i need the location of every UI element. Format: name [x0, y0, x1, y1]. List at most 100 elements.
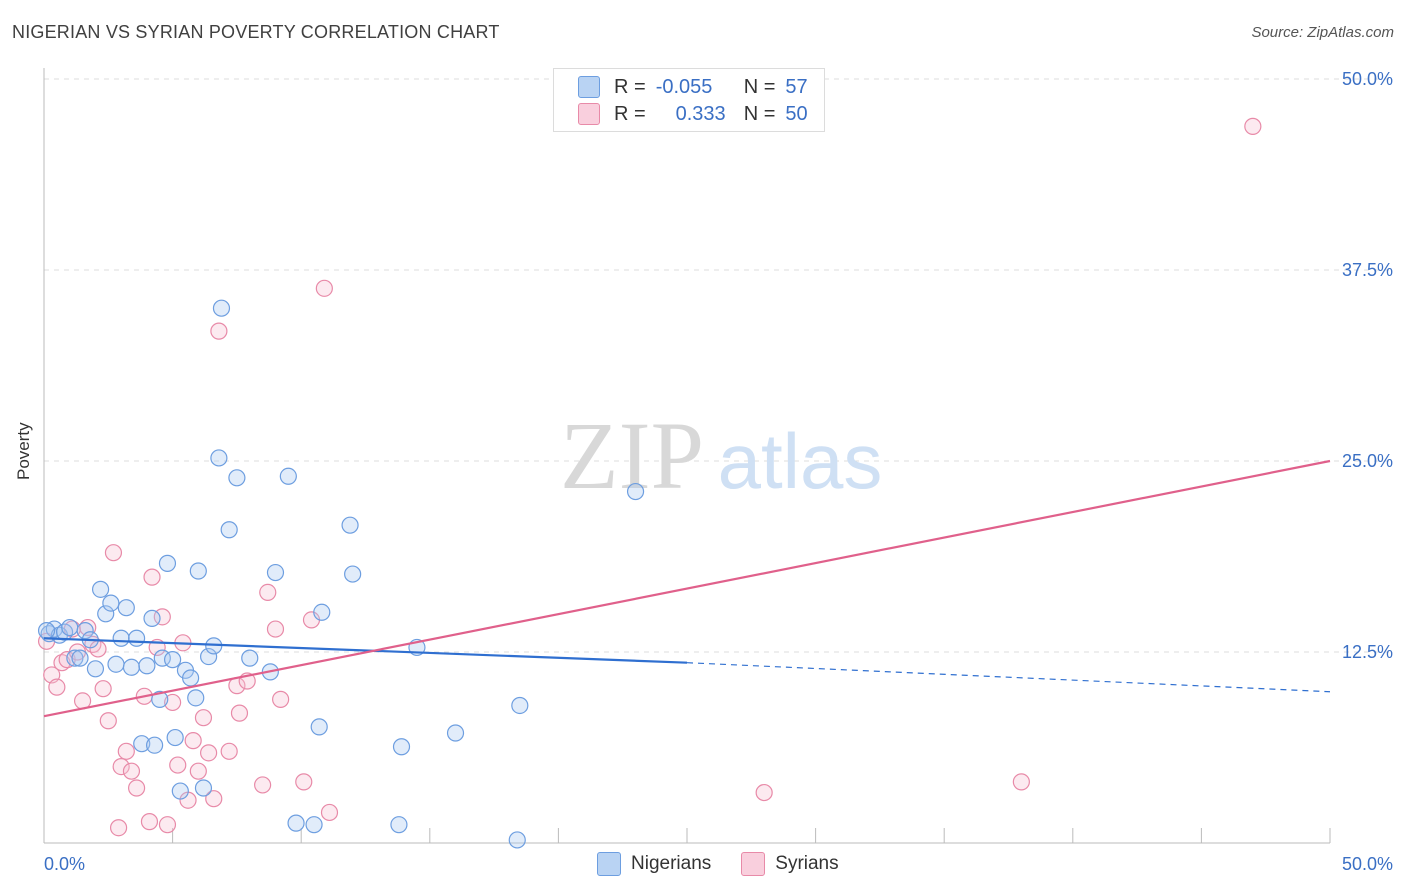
data-point-syrians — [200, 744, 218, 762]
legend-item-nigerians[interactable]: Nigerians — [597, 852, 711, 876]
data-point-syrians — [189, 762, 207, 780]
data-point-nigerians — [626, 482, 645, 501]
data-point-syrians — [158, 816, 177, 834]
data-point-nigerians — [166, 728, 184, 747]
data-point-syrians — [48, 678, 66, 696]
data-point-syrians — [117, 742, 135, 760]
data-point-nigerians — [97, 605, 115, 623]
data-point-nigerians — [305, 816, 323, 834]
legend-n-value: 50 — [785, 102, 808, 125]
data-point-syrians — [205, 790, 223, 808]
data-point-nigerians — [127, 629, 146, 647]
legend-r-label: R = — [614, 102, 646, 125]
watermark-atlas: atlas — [718, 417, 883, 505]
y-tick-labels: 12.5% 25.0% 37.5% 50.0% — [1342, 69, 1393, 662]
data-point-syrians — [194, 709, 213, 727]
y-tick-label: 12.5% — [1342, 642, 1393, 662]
data-point-syrians — [320, 803, 339, 822]
data-point-nigerians — [158, 554, 177, 572]
data-point-nigerians — [344, 565, 362, 583]
legend-label-syrians: Syrians — [775, 853, 839, 874]
data-point-nigerians — [55, 623, 74, 641]
data-point-syrians — [254, 776, 272, 794]
legend-swatch-syrians — [578, 103, 600, 125]
data-point-nigerians — [220, 521, 238, 539]
data-point-syrians — [104, 544, 123, 562]
data-point-nigerians — [390, 816, 408, 834]
data-point-syrians — [220, 742, 238, 760]
data-point-nigerians — [61, 618, 79, 637]
series-legend: Nigerians Syrians — [597, 852, 869, 876]
legend-item-syrians[interactable]: Syrians — [741, 852, 839, 876]
legend-n-value: 57 — [785, 75, 808, 98]
data-point-syrians — [164, 693, 182, 712]
data-point-syrians — [140, 813, 159, 831]
trend-line-nigerians — [43, 637, 688, 664]
trend-line-syrians — [43, 459, 1331, 718]
x-tick-label-min: 0.0% — [44, 854, 85, 874]
data-point-nigerians — [266, 563, 285, 582]
legend-label-nigerians: Nigerians — [631, 853, 712, 874]
legend-r-label: R = — [614, 75, 646, 98]
data-point-nigerians — [164, 651, 182, 669]
x-tick-label-max: 50.0% — [1342, 854, 1393, 874]
data-point-nigerians — [171, 782, 189, 800]
data-point-nigerians — [241, 649, 259, 667]
data-point-syrians — [315, 279, 333, 297]
gridlines — [44, 78, 1392, 653]
data-point-nigerians — [102, 594, 120, 612]
series-nigerians — [37, 299, 645, 849]
series-syrians — [37, 117, 1262, 837]
data-point-nigerians — [66, 649, 84, 667]
data-point-nigerians — [145, 736, 164, 754]
data-point-syrians — [143, 568, 161, 586]
y-tick-label: 50.0% — [1342, 69, 1393, 89]
data-point-nigerians — [194, 779, 213, 797]
data-point-syrians — [169, 756, 187, 774]
data-point-syrians — [53, 654, 71, 672]
data-point-syrians — [272, 690, 290, 708]
data-point-syrians — [127, 779, 146, 797]
data-point-syrians — [1012, 773, 1030, 791]
data-point-nigerians — [182, 669, 200, 687]
data-point-nigerians — [210, 449, 228, 467]
data-point-syrians — [210, 322, 228, 340]
chart-source: Source: ZipAtlas.com — [1251, 24, 1394, 41]
data-point-syrians — [755, 783, 773, 802]
trend-line-extension-nigerians — [686, 662, 1331, 693]
y-tick-label: 25.0% — [1342, 451, 1393, 471]
data-point-nigerians — [37, 622, 56, 640]
correlation-legend: R = -0.055 N = 57 R = 0.333 N = 50 — [553, 68, 825, 132]
data-point-nigerians — [508, 831, 526, 849]
data-point-nigerians — [133, 735, 151, 753]
legend-row-nigerians: R = -0.055 N = 57 — [578, 74, 808, 100]
legend-swatch-nigerians — [578, 76, 600, 98]
data-point-nigerians — [212, 299, 231, 317]
data-point-nigerians — [91, 580, 110, 598]
data-point-nigerians — [138, 657, 156, 675]
legend-swatch-syrians — [741, 852, 766, 876]
data-point-nigerians — [200, 647, 218, 666]
data-point-nigerians — [313, 603, 331, 621]
data-point-nigerians — [143, 609, 161, 627]
data-point-nigerians — [511, 696, 529, 715]
data-point-syrians — [109, 819, 128, 837]
y-tick-label: 37.5% — [1342, 260, 1393, 280]
data-point-syrians — [94, 680, 112, 698]
data-point-syrians — [184, 732, 202, 750]
data-point-nigerians — [287, 814, 305, 832]
data-point-nigerians — [107, 655, 125, 673]
data-point-syrians — [230, 704, 249, 722]
data-point-nigerians — [189, 562, 207, 580]
data-point-nigerians — [151, 690, 169, 708]
data-point-nigerians — [117, 599, 135, 617]
legend-n-label: N = — [743, 102, 776, 125]
data-point-nigerians — [76, 622, 94, 640]
data-point-syrians — [259, 583, 277, 602]
chart-title: NIGERIAN VS SYRIAN POVERTY CORRELATION C… — [12, 22, 500, 42]
axes — [43, 68, 1331, 844]
legend-n-label: N = — [743, 75, 776, 98]
legend-row-syrians: R = 0.333 N = 50 — [578, 101, 808, 127]
watermark-zip: ZIP — [560, 402, 704, 509]
